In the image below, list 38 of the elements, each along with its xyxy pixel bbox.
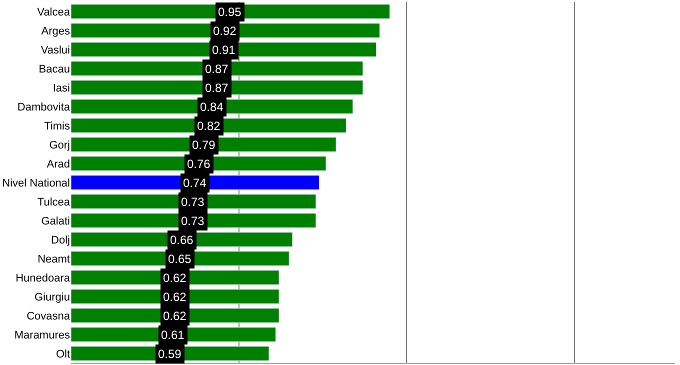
data-label: 0.79 bbox=[192, 138, 216, 152]
data-label: 0.61 bbox=[161, 328, 185, 342]
data-label: 0.92 bbox=[213, 24, 237, 38]
y-tick-label: Vaslui bbox=[40, 44, 70, 56]
data-label: 0.74 bbox=[183, 176, 207, 190]
y-tick-label: Arges bbox=[41, 25, 70, 38]
data-label: 0.73 bbox=[181, 195, 205, 209]
data-label: 0.65 bbox=[168, 252, 192, 266]
y-tick-label: Arad bbox=[46, 158, 70, 170]
data-label: 0.91 bbox=[212, 43, 236, 57]
data-label: 0.73 bbox=[181, 214, 205, 228]
data-label: 0.82 bbox=[197, 119, 221, 133]
data-label: 0.66 bbox=[170, 233, 194, 247]
data-label: 0.76 bbox=[187, 157, 211, 171]
y-tick-label: Giurgiu bbox=[34, 291, 70, 304]
data-label: 0.62 bbox=[163, 290, 187, 304]
data-label: 0.62 bbox=[163, 309, 187, 323]
data-label: 0.84 bbox=[200, 100, 224, 114]
data-label: 0.59 bbox=[158, 347, 182, 361]
data-label: 0.87 bbox=[205, 62, 229, 76]
data-label: 0.95 bbox=[218, 5, 242, 19]
y-tick-label: Maramures bbox=[14, 329, 70, 342]
y-tick-label: Valcea bbox=[37, 6, 71, 18]
y-tick-label: Dambovita bbox=[17, 101, 71, 114]
y-tick-label: Timis bbox=[44, 120, 70, 132]
y-tick-label: Nivel National bbox=[2, 177, 70, 190]
y-tick-label: Galati bbox=[41, 215, 70, 228]
y-tick-label: Bacau bbox=[38, 63, 70, 76]
data-label: 0.87 bbox=[205, 81, 229, 95]
y-tick-label: Gorj bbox=[49, 139, 70, 152]
data-label: 0.62 bbox=[163, 271, 187, 285]
y-tick-label: Dolj bbox=[51, 234, 70, 246]
y-tick-label: Hunedoara bbox=[16, 272, 71, 284]
y-tick-label: Covasna bbox=[26, 310, 71, 322]
y-tick-label: Olt bbox=[56, 348, 70, 360]
y-tick-label: Tulcea bbox=[37, 196, 71, 208]
y-tick-label: Iasi bbox=[52, 82, 70, 94]
y-tick-label: Neamt bbox=[38, 253, 70, 266]
